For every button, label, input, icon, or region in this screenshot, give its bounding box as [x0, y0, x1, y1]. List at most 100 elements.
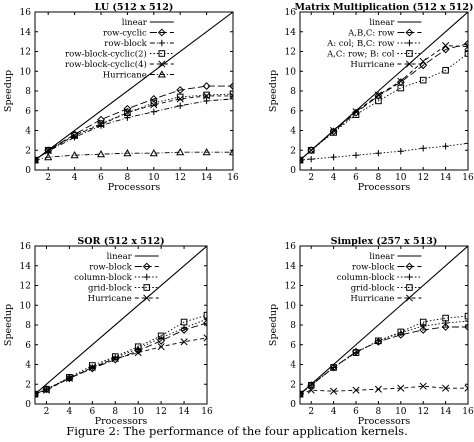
legend-marker — [143, 273, 150, 281]
y-tick-label: 16 — [20, 242, 32, 252]
data-point — [134, 343, 142, 351]
data-point — [375, 337, 382, 345]
simplex-chart: 0 2 4 6 8 10 12 14 16 2 4 6 8 10 12 14 16 Processors Speed… — [268, 236, 474, 427]
y-tick-label: 10 — [20, 67, 32, 77]
series-3 — [300, 312, 468, 398]
data-point — [229, 95, 233, 103]
y-tick-label: 10 — [20, 301, 32, 311]
series-2 — [300, 140, 468, 164]
legend-label: Hurricane — [88, 294, 132, 304]
data-point — [97, 121, 105, 129]
x-tick-label: 12 — [417, 407, 428, 417]
data-point — [374, 385, 382, 393]
x-tick-label: 8 — [376, 407, 382, 417]
data-point — [203, 311, 207, 319]
data-point — [35, 390, 39, 398]
legend-marker — [406, 50, 413, 57]
data-point — [419, 382, 427, 390]
x-tick-label: 6 — [353, 173, 359, 183]
data-point — [203, 319, 207, 327]
data-point — [464, 317, 468, 325]
legend-item: linear — [369, 252, 422, 262]
x-tick-label: 2 — [308, 407, 314, 417]
data-point — [35, 155, 40, 164]
y-tick-label: 2 — [290, 380, 296, 390]
series-line — [35, 85, 233, 161]
data-point — [70, 150, 79, 159]
data-point — [180, 318, 188, 326]
y-tick-label: 2 — [25, 146, 31, 156]
data-point — [307, 386, 315, 394]
x-tick-label: 2 — [308, 173, 314, 183]
legend-label: row-block-cyclic(4) — [65, 59, 147, 70]
legend-marker — [157, 70, 166, 78]
x-tick-label: 14 — [201, 173, 213, 183]
data-point — [374, 91, 382, 99]
data-point — [352, 349, 360, 356]
y-axis-label: Speedup — [268, 304, 279, 346]
x-tick-label: 12 — [155, 407, 166, 417]
matrix-multiplication-chart: 0 2 4 6 8 10 12 14 16 2 4 6 8 10 12 14 16 Processors Speed… — [268, 2, 474, 193]
data-point — [202, 82, 211, 90]
legend-item: row-block — [352, 263, 422, 273]
series-line — [300, 53, 468, 161]
y-tick-label: 16 — [285, 8, 297, 18]
data-point — [308, 155, 315, 163]
data-point — [397, 148, 404, 155]
data-point — [464, 323, 468, 331]
data-point — [176, 86, 185, 94]
x-tick-label: 4 — [67, 407, 73, 417]
legend-label: A,B,C: row — [347, 29, 395, 39]
y-tick-label: 12 — [285, 282, 296, 292]
legend-label: row-block — [352, 263, 395, 273]
x-tick-label: 6 — [98, 173, 104, 183]
legend-label: Hurricane — [350, 294, 394, 304]
data-point — [176, 93, 184, 101]
data-point — [66, 374, 73, 381]
legend-label: Hurricane — [350, 60, 394, 70]
series-line — [300, 385, 468, 395]
legend-label: grid-block — [351, 284, 396, 294]
x-tick-label: 14 — [178, 407, 190, 417]
data-point — [203, 92, 211, 100]
legend: linearrow-cyclicrow-blockrow-block-cycli… — [65, 18, 174, 81]
x-tick-label: 4 — [331, 173, 337, 183]
legend-marker — [143, 284, 151, 291]
data-point — [96, 149, 106, 158]
x-tick-label: 2 — [44, 407, 50, 417]
data-point — [135, 345, 142, 352]
legend-marker — [406, 284, 413, 291]
legend-item: row-block — [89, 263, 159, 273]
series-line — [35, 93, 233, 161]
y-tick-label: 6 — [25, 107, 31, 117]
data-point — [176, 147, 185, 156]
data-point — [180, 324, 188, 332]
series-line — [35, 98, 233, 161]
data-point — [464, 43, 468, 51]
series-4 — [35, 334, 207, 398]
chart-title: Matrix Multiplication (512 x 512) — [295, 2, 474, 13]
data-point — [352, 386, 360, 394]
data-point — [229, 82, 233, 90]
y-tick-label: 8 — [25, 87, 31, 97]
series-1 — [35, 319, 207, 399]
x-tick-label: 16 — [462, 407, 474, 417]
legend-item: row-block-cyclic(2) — [65, 49, 174, 60]
series-line — [300, 315, 468, 395]
data-point — [111, 355, 119, 363]
data-point — [88, 363, 96, 372]
chart-title: SOR (512 x 512) — [77, 236, 164, 247]
data-point — [397, 84, 405, 92]
data-point — [180, 326, 188, 334]
data-point — [307, 146, 315, 154]
data-point — [464, 140, 468, 147]
data-point — [464, 384, 468, 392]
data-point — [442, 66, 449, 74]
data-point — [202, 147, 211, 156]
data-point — [374, 92, 383, 100]
data-point — [441, 45, 450, 54]
legend-label: row-block — [89, 263, 132, 273]
x-tick-label: 2 — [45, 173, 51, 183]
x-tick-label: 16 — [462, 173, 474, 183]
